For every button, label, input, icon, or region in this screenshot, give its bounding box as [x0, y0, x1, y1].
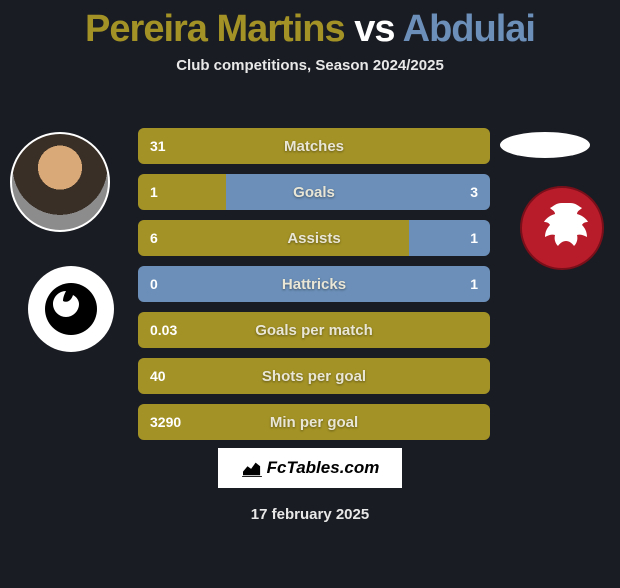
bar-label: Goals per match — [138, 312, 490, 348]
stat-bar-row: 01Hattricks — [138, 266, 490, 302]
player-left-name: Pereira Martins — [85, 8, 345, 50]
stat-bar-row: 0.03Goals per match — [138, 312, 490, 348]
bar-label: Shots per goal — [138, 358, 490, 394]
player-right-name: Abdulai — [403, 8, 535, 50]
dragon-icon — [532, 198, 592, 258]
vs-separator: vs — [354, 8, 394, 50]
bar-label: Hattricks — [138, 266, 490, 302]
bar-label: Min per goal — [138, 404, 490, 440]
stat-bar-row: 3290Min per goal — [138, 404, 490, 440]
date-text: 17 february 2025 — [0, 506, 620, 523]
brand-badge: FcTables.com — [218, 448, 402, 488]
bar-label: Goals — [138, 174, 490, 210]
bar-label: Assists — [138, 220, 490, 256]
stat-bar-row: 61Assists — [138, 220, 490, 256]
stat-bars-container: 31Matches 13Goals 61Assists 01Hattricks 0.03… — [138, 128, 490, 450]
comparison-title: Pereira Martins vs Abdulai — [0, 8, 620, 51]
player-left-avatar — [10, 132, 110, 232]
club-left-badge — [28, 266, 114, 352]
swan-icon — [45, 283, 97, 335]
stat-bar-row: 40Shots per goal — [138, 358, 490, 394]
club-right-badge — [520, 186, 604, 270]
stat-bar-row: 13Goals — [138, 174, 490, 210]
stat-bar-row: 31Matches — [138, 128, 490, 164]
bar-label: Matches — [138, 128, 490, 164]
subtitle: Club competitions, Season 2024/2025 — [0, 57, 620, 74]
chart-icon — [241, 459, 263, 477]
brand-text: FcTables.com — [267, 458, 380, 478]
player-right-avatar — [500, 132, 590, 158]
